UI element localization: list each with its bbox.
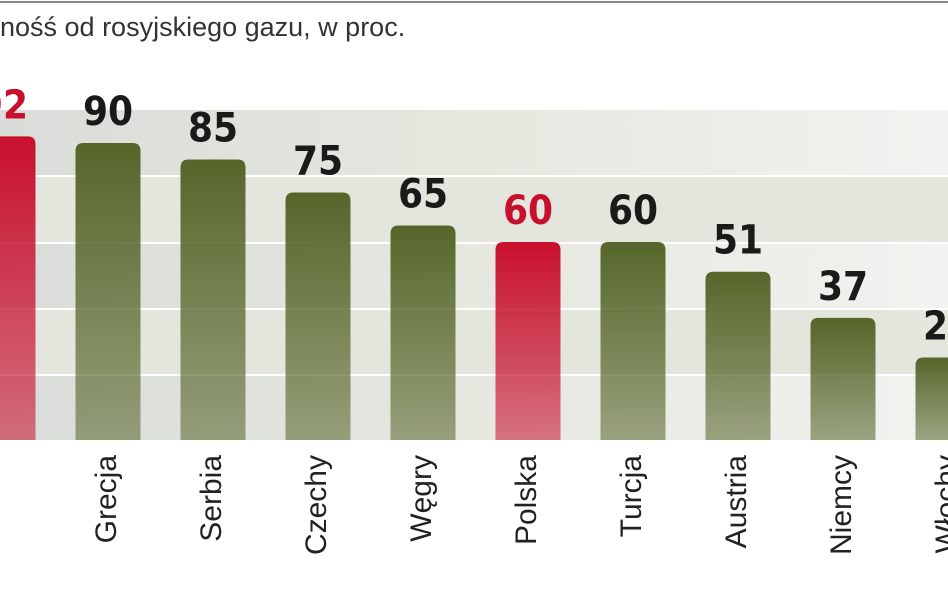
- value-label: 65: [398, 172, 448, 218]
- band: [0, 176, 948, 243]
- x-tick-label: Czechy: [300, 455, 333, 555]
- value-label: 37: [818, 264, 868, 310]
- x-tick-label: Austria: [720, 455, 753, 549]
- value-label: 92: [0, 82, 28, 128]
- value-label: 25: [923, 304, 948, 350]
- x-tick-label: Serbia: [195, 455, 228, 542]
- bar: [810, 317, 876, 440]
- band: [0, 375, 948, 440]
- band: [0, 309, 948, 375]
- bar: [915, 357, 948, 440]
- value-label: 90: [83, 89, 133, 135]
- bar: [495, 242, 561, 440]
- x-tick-label: Turcja: [615, 455, 648, 538]
- value-label: 85: [188, 106, 238, 152]
- x-tick-label: Węgry: [405, 455, 438, 542]
- bar: [600, 242, 666, 440]
- band: [0, 243, 948, 309]
- x-tick-label: Grecja: [90, 455, 123, 544]
- x-tick-label: Polska: [510, 455, 543, 545]
- bar: [285, 192, 351, 440]
- background-bands: [0, 110, 948, 440]
- value-label: 60: [503, 188, 553, 234]
- band: [0, 110, 948, 176]
- bar: [705, 271, 771, 440]
- value-label: 60: [608, 188, 658, 234]
- value-label: 51: [713, 218, 763, 264]
- bar: [180, 159, 246, 440]
- x-tick-label: Niemcy: [825, 455, 858, 555]
- value-label: 75: [293, 139, 343, 185]
- bar: [75, 143, 141, 440]
- bar: [390, 225, 456, 440]
- chart-title: nośś od rosyjskiego gazu, w proc.: [0, 12, 405, 42]
- x-tick-label: Włochy: [930, 455, 948, 553]
- bar: [0, 136, 36, 440]
